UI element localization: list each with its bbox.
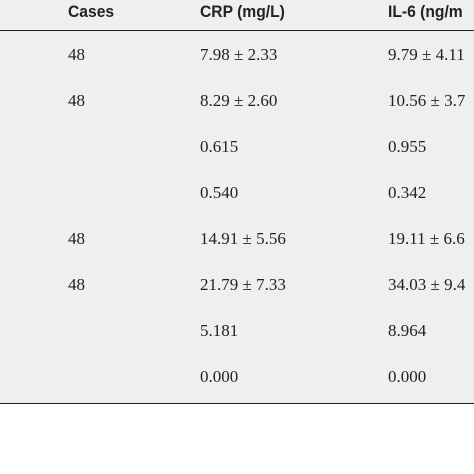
table-cell: 0.342	[388, 183, 427, 202]
table-cell: 19.11 ± 6.6	[388, 229, 465, 248]
table-cell: 0.000	[388, 367, 427, 386]
table-cell: 48	[68, 45, 85, 64]
table-cell: 8.964	[388, 321, 427, 340]
table-cell: 7.98 ± 2.33	[200, 45, 278, 64]
table-cell: 21.79 ± 7.33	[200, 275, 286, 294]
table-cell: 0.955	[388, 137, 427, 156]
table-cell: 48	[68, 275, 85, 294]
table-cell: 9.79 ± 4.11	[388, 45, 465, 64]
table-cell: 10.56 ± 3.7	[388, 91, 466, 110]
table-cell: 14.91 ± 5.56	[200, 229, 286, 248]
table-cell: 5.181	[200, 321, 239, 340]
table-cell: 0.000	[200, 367, 239, 386]
table-cell: 0.540	[200, 183, 239, 202]
table-cell: 8.29 ± 2.60	[200, 91, 278, 110]
table-cell: 34.03 ± 9.4	[388, 275, 466, 294]
column-header: Cases	[68, 2, 115, 21]
column-header: IL-6 (ng/m	[388, 2, 463, 21]
table-cell: 0.615	[200, 137, 239, 156]
table-background	[0, 0, 474, 403]
bottom-rule	[0, 403, 474, 404]
column-header: CRP (mg/L)	[200, 2, 285, 21]
table-cell: 48	[68, 91, 85, 110]
header-rule	[0, 30, 474, 31]
table-cell: 48	[68, 229, 85, 248]
